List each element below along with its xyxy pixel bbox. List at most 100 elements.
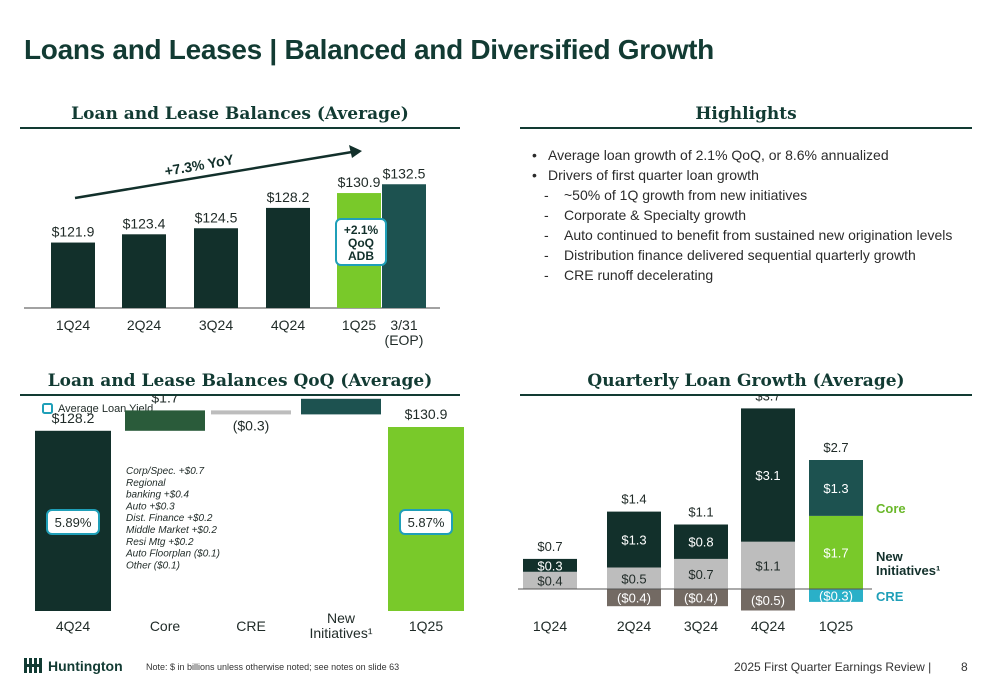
growth-stacked-chart: $0.4$0.3 $0.7 1Q24 $0.5 $1.3 ($0.4) $1.4 2Q24 $0… bbox=[518, 395, 940, 634]
growth-chart-title: Quarterly Loan Growth (Average) bbox=[587, 371, 905, 391]
core-breakdown-line: Dist. Finance +$0.2 bbox=[126, 513, 213, 524]
page-number: 8 bbox=[961, 660, 968, 674]
stack-new-initiatives-4q24 bbox=[741, 408, 795, 542]
core-breakdown-line: Middle Market +$0.2 bbox=[126, 525, 217, 536]
stack-core-label: $0.7 bbox=[688, 567, 713, 582]
waterfall-value-label: $1.7 bbox=[151, 395, 178, 405]
x-tick-label: 3/31 bbox=[390, 317, 417, 333]
stack-new-initiatives-label: $1.3 bbox=[621, 533, 646, 548]
waterfall-bar-new-initiatives bbox=[301, 398, 381, 415]
stack-core-label: $1.1 bbox=[755, 558, 780, 573]
bar-3-31-eop- bbox=[382, 184, 426, 308]
qoq-adb-callout-box bbox=[335, 218, 387, 266]
stack-cre-label: ($0.3) bbox=[819, 588, 853, 603]
stack-core-2q24 bbox=[607, 567, 661, 589]
stack-new-initiatives-label: $1.3 bbox=[823, 481, 848, 496]
highlight-item: Distribution finance delivered sequentia… bbox=[528, 246, 968, 265]
highlight-item: Auto continued to benefit from sustained… bbox=[528, 226, 968, 245]
stack-new-initiatives-1q25 bbox=[809, 460, 863, 516]
waterfall-bar-cre bbox=[211, 410, 291, 415]
x-tick-label: 1Q24 bbox=[56, 317, 90, 333]
stack-new-initiatives-3q24 bbox=[674, 524, 728, 559]
stack-cre-2q24 bbox=[607, 589, 661, 607]
bar-value-label: $130.9 bbox=[338, 174, 381, 190]
series-label-new-initiatives: Initiatives¹ bbox=[876, 563, 940, 578]
x-tick-label: CRE bbox=[236, 618, 266, 634]
bar-value-label: $128.2 bbox=[267, 189, 310, 205]
stack-new-initiatives-label: $0.8 bbox=[688, 535, 713, 550]
stack-core-3q24 bbox=[674, 558, 728, 589]
stack-cre-label: ($0.5) bbox=[751, 593, 785, 608]
stack-cre-label: ($0.4) bbox=[617, 591, 651, 606]
stack-new-initiatives-2q24 bbox=[607, 511, 661, 568]
balances-bar-chart: $121.9 1Q24 $123.4 2Q24 $124.5 3Q24 $128.2 4Q24… bbox=[24, 145, 440, 348]
x-tick-label: 3Q24 bbox=[684, 618, 718, 634]
qoq-waterfall-chart: Average Loan Yield$128.2 $130.9$1.7($0.3)… bbox=[35, 395, 464, 641]
yoy-annotation: +7.3% YoY bbox=[163, 151, 235, 179]
highlights-title-rule bbox=[520, 127, 972, 129]
stack-new-initiatives-label: $3.1 bbox=[755, 468, 780, 483]
highlight-item: CRE runoff decelerating bbox=[528, 266, 968, 285]
stack-total-label: $0.7 bbox=[537, 539, 562, 554]
stack-core-4q24 bbox=[741, 541, 795, 589]
series-label-cre: CRE bbox=[876, 589, 904, 604]
x-tick-label: 3Q24 bbox=[199, 317, 233, 333]
highlight-item: Corporate & Specialty growth bbox=[528, 206, 968, 225]
bar-2q24 bbox=[122, 234, 166, 308]
bar-value-label: $123.4 bbox=[123, 215, 166, 231]
x-tick-label: New bbox=[327, 610, 356, 626]
logo-wordmark: Huntington bbox=[48, 658, 123, 674]
stack-total-label: $3.7 bbox=[755, 395, 780, 403]
stack-core-label: $0.4 bbox=[537, 573, 562, 588]
x-tick-label: (EOP) bbox=[385, 332, 424, 348]
series-label-core: Core bbox=[876, 501, 906, 516]
highlight-item: ~50% of 1Q growth from new initiatives bbox=[528, 186, 968, 205]
stack-core-label: $1.7 bbox=[823, 545, 848, 560]
x-tick-label: Initiatives¹ bbox=[309, 625, 372, 641]
logo-mark-icon: Huntington bbox=[24, 658, 123, 674]
waterfall-value-label: $128.2 bbox=[52, 410, 95, 426]
x-tick-label: 4Q24 bbox=[56, 618, 90, 634]
stack-total-label: $1.4 bbox=[621, 492, 646, 507]
stack-core-1q25 bbox=[809, 515, 863, 589]
yield-box bbox=[46, 509, 100, 535]
balances-title-rule bbox=[20, 127, 460, 129]
x-tick-label: 2Q24 bbox=[127, 317, 161, 333]
legend-yield-swatch-icon bbox=[42, 403, 53, 414]
bar-value-label: $124.5 bbox=[195, 209, 238, 225]
x-tick-label: 1Q24 bbox=[533, 618, 567, 634]
x-tick-label: 1Q25 bbox=[409, 618, 443, 634]
stack-cre-3q24 bbox=[674, 589, 728, 607]
yield-value: 5.89% bbox=[55, 515, 92, 530]
x-tick-label: 2Q24 bbox=[617, 618, 651, 634]
qoq-adb-callout-line: +2.1% bbox=[344, 223, 379, 237]
yield-box bbox=[399, 509, 453, 535]
waterfall-value-label: ($0.3) bbox=[233, 417, 270, 433]
huntington-logo: Huntington bbox=[24, 656, 144, 676]
bar-value-label: $132.5 bbox=[383, 165, 426, 181]
stack-core-1q24 bbox=[523, 571, 577, 589]
qoq-chart-title: Loan and Lease Balances QoQ (Average) bbox=[47, 371, 433, 391]
x-tick-label: 4Q24 bbox=[751, 618, 785, 634]
core-breakdown-line: Regional bbox=[126, 478, 166, 489]
stack-total-label: $1.1 bbox=[688, 505, 713, 520]
x-tick-label: 1Q25 bbox=[342, 317, 376, 333]
waterfall-bar-core bbox=[125, 410, 205, 431]
stack-new-initiatives-label: $0.3 bbox=[537, 558, 562, 573]
highlight-item: Average loan growth of 2.1% QoQ, or 8.6%… bbox=[528, 146, 968, 165]
highlights-list: Average loan growth of 2.1% QoQ, or 8.6%… bbox=[528, 146, 968, 286]
qoq-title-rule bbox=[20, 394, 460, 396]
balances-chart-title: Loan and Lease Balances (Average) bbox=[71, 104, 409, 124]
bar-3q24 bbox=[194, 228, 238, 308]
series-label-new-initiatives: New bbox=[876, 549, 904, 564]
qoq-adb-callout-line: QoQ bbox=[348, 236, 374, 250]
core-breakdown-line: banking +$0.4 bbox=[126, 490, 190, 501]
qoq-adb-callout-line: ADB bbox=[348, 249, 374, 263]
bar-1q24 bbox=[51, 242, 95, 308]
stack-new-initiatives-1q24 bbox=[523, 558, 577, 572]
core-breakdown-line: Auto +$0.3 bbox=[125, 501, 175, 512]
core-breakdown-line: Auto Floorplan ($0.1) bbox=[125, 549, 220, 560]
highlight-item: Drivers of first quarter loan growth bbox=[528, 166, 968, 185]
bar-4q24 bbox=[266, 207, 310, 308]
yield-value: 5.87% bbox=[408, 515, 445, 530]
